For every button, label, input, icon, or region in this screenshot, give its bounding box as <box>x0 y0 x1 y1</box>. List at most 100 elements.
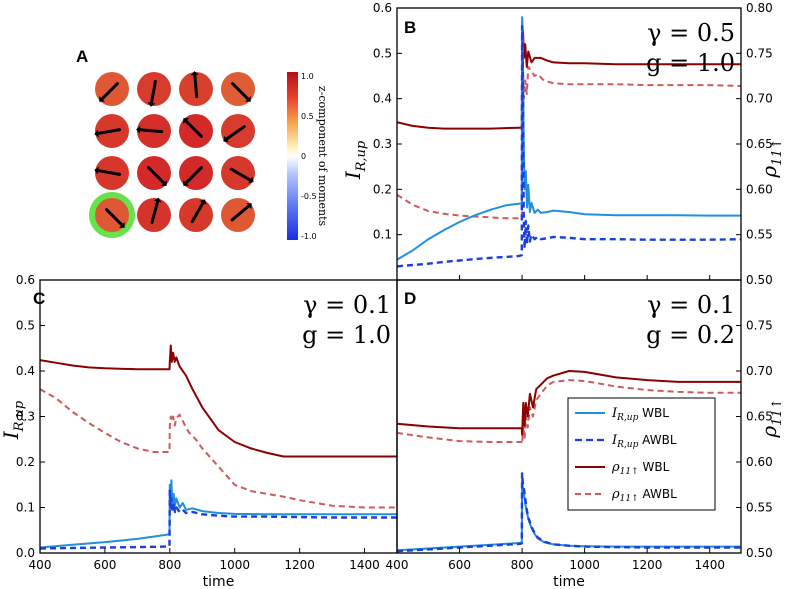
svg-text:ρ11↑ AWBL: ρ11↑ AWBL <box>611 487 677 504</box>
moment-arrow <box>150 199 160 224</box>
legend-entry-i-awbl: IR,up AWBL <box>575 433 677 450</box>
series-line-wbl-pop <box>40 344 397 458</box>
series-line-awbl-pop <box>397 379 741 445</box>
moment-arrow-head <box>199 199 207 205</box>
x-tick-label: 1400 <box>694 558 725 572</box>
moment-arrow-head <box>136 125 141 134</box>
x-tick-label: 800 <box>511 558 534 572</box>
panel-c-letter: C <box>33 289 45 308</box>
series-line-wbl-pop <box>397 370 741 436</box>
y-tick-label: 0.5 <box>16 319 35 333</box>
legend-label-i-awbl: AWBL <box>642 433 677 447</box>
moment-arrow-head <box>183 180 189 186</box>
moment-arrow-head <box>94 129 99 138</box>
moment-arrow-head <box>248 176 254 184</box>
colorbar-tick-label: 0.5 <box>301 112 314 121</box>
moment-arrow <box>96 169 122 176</box>
y2-tick-label: 0.70 <box>746 92 773 106</box>
moment-arrow <box>231 82 250 101</box>
moment-grid <box>89 71 255 238</box>
legend-entry-r-awbl: ρ11↑ AWBL <box>575 487 677 504</box>
legend-label-i-wbl: WBL <box>642 406 669 420</box>
moment-arrow <box>150 79 157 105</box>
svg-text:IR,up AWBL: IR,up AWBL <box>611 433 677 450</box>
series-line-wbl-pop <box>397 29 741 130</box>
legend-label-r-awbl: AWBL <box>642 487 677 501</box>
x-tick-label: 1000 <box>569 558 600 572</box>
colorbar-tick-label: -1.0 <box>301 232 317 241</box>
colorbar-tick-label: -0.5 <box>301 192 317 201</box>
colorbar-gradient <box>287 72 298 240</box>
x-tick-label: 400 <box>29 558 52 572</box>
moment-arrow <box>138 128 164 134</box>
y2-tick-label: 0.50 <box>746 273 773 287</box>
annotation-gamma: γ = 0.1 <box>647 291 735 319</box>
annotation-gamma: γ = 0.5 <box>647 19 735 47</box>
moment-arrow-head <box>147 102 156 107</box>
x-axis-label: time <box>203 574 235 589</box>
panel-c-ylabel: IR,up <box>0 400 27 440</box>
legend-label-r-wbl: WBL <box>642 460 669 474</box>
y-tick-label: 0.4 <box>16 364 35 378</box>
annotation-gamma: γ = 0.1 <box>303 291 391 319</box>
moment-arrow <box>184 119 203 138</box>
colorbar: 1.0 0.5 0 -0.5 -1.0 z-component of moments <box>287 72 329 241</box>
y2-tick-label: 0.65 <box>746 410 773 424</box>
moment-arrow <box>96 128 122 135</box>
moment-arrow-head <box>245 96 251 102</box>
moment-arrow <box>225 125 246 141</box>
x-tick-label: 1000 <box>219 558 250 572</box>
colorbar-ticks: 1.0 0.5 0 -0.5 -1.0 <box>301 72 317 241</box>
y-tick-label: 0.2 <box>373 182 392 196</box>
x-tick-label: 600 <box>93 558 116 572</box>
moment-arrow <box>229 167 252 182</box>
x-tick-label: 400 <box>386 558 409 572</box>
y-tick-label: 0.6 <box>373 1 392 15</box>
annotation-g: g = 0.2 <box>646 321 735 349</box>
series-line-awbl-pop <box>40 388 397 509</box>
y-tick-label: 0.3 <box>16 410 35 424</box>
moment-arrow-head <box>190 71 199 76</box>
panel-b-letter: B <box>404 18 416 37</box>
legend: IR,up WBL IR,up AWBL ρ11↑ WBL ρ11↑ AWBL <box>567 397 716 511</box>
moment-arrow-head <box>119 222 125 228</box>
panel-b-ylabel: IR,up <box>341 140 369 180</box>
colorbar-tick-label: 1.0 <box>301 72 314 81</box>
y2-tick-label: 0.75 <box>746 319 773 333</box>
y2-tick-label: 0.60 <box>746 455 773 469</box>
y2-tick-label: 0.80 <box>746 1 773 15</box>
annotation-g: g = 1.0 <box>302 321 391 349</box>
y-tick-label: 0.3 <box>373 137 392 151</box>
x-tick-label: 800 <box>158 558 181 572</box>
y-tick-label: 0.0 <box>16 546 35 560</box>
x-tick-label: 1400 <box>349 558 380 572</box>
series-line-awbl-current <box>397 472 741 553</box>
annotation-g: g = 1.0 <box>646 49 735 77</box>
moment-arrow-head <box>94 166 99 175</box>
y2-tick-label: 0.50 <box>746 546 773 560</box>
x-tick-label: 600 <box>448 558 471 572</box>
series-line-awbl-pop <box>397 65 741 220</box>
x-tick-label: 1200 <box>632 558 663 572</box>
legend-entry-r-wbl: ρ11↑ WBL <box>575 460 670 477</box>
legend-entry-i-wbl: IR,up WBL <box>575 406 669 423</box>
moment-arrow-head <box>153 197 162 203</box>
x-axis-label: time <box>553 574 585 589</box>
moment-arrow <box>184 166 203 185</box>
moment-arrow <box>230 204 251 222</box>
moment-arrow-head <box>161 180 167 186</box>
series-line-wbl-current <box>40 479 397 549</box>
moment-arrow <box>100 82 119 101</box>
svg-text:IR,up: IR,up <box>0 400 27 440</box>
svg-text:IR,up: IR,up <box>341 140 369 180</box>
y2-tick-label: 0.55 <box>746 228 773 242</box>
panel-c: C 0.0 0.1 0.2 0.3 0.4 0.5 0.6 400 600 800 1000 1200… <box>16 273 398 589</box>
svg-text:ρ11↑ WBL: ρ11↑ WBL <box>611 460 670 477</box>
legend-box <box>567 397 716 511</box>
svg-text:IR,up WBL: IR,up WBL <box>611 406 669 423</box>
y2-tick-label: 0.75 <box>746 46 773 60</box>
y-tick-label: 0.4 <box>373 92 392 106</box>
panel-d-letter: D <box>404 289 416 308</box>
moment-arrow-head <box>183 118 189 124</box>
